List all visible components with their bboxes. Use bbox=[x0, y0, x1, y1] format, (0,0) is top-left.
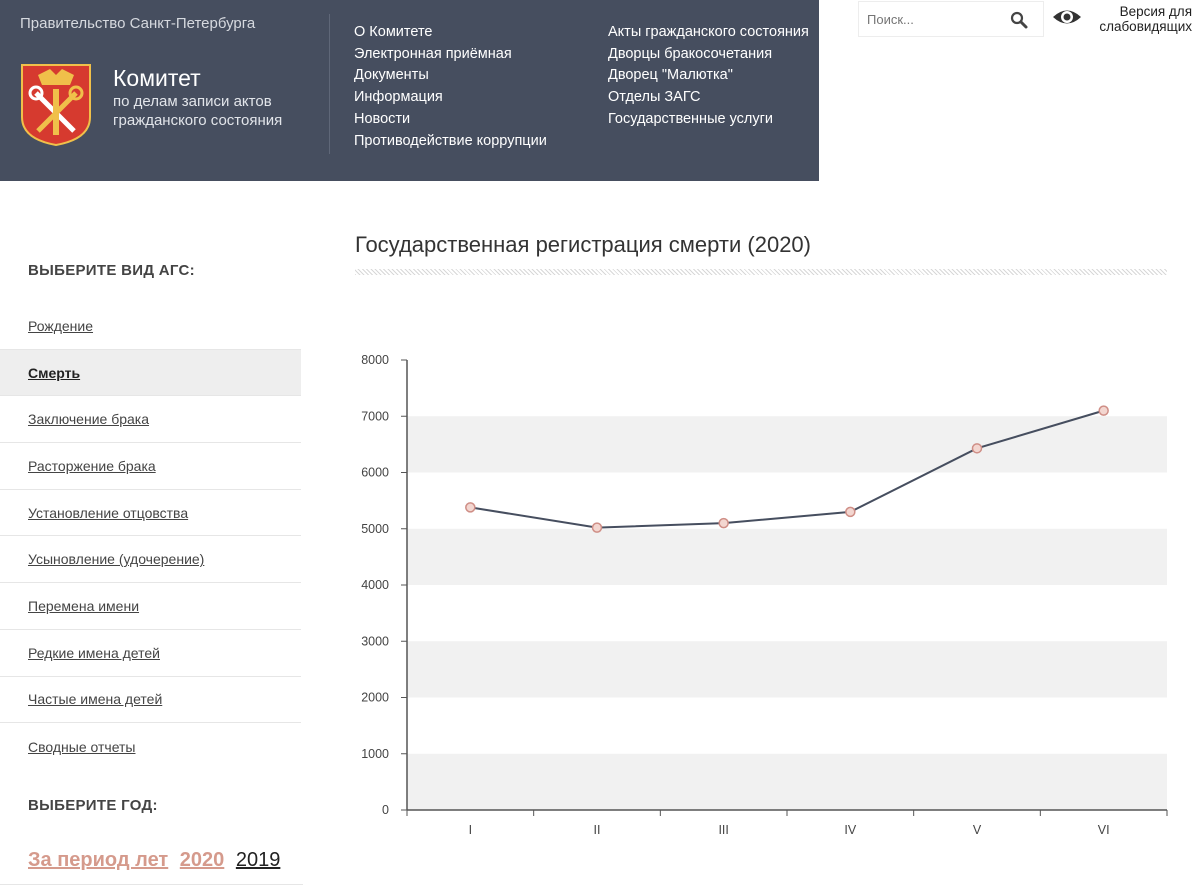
search-icon[interactable] bbox=[1009, 10, 1029, 30]
x-axis: I II III IV V VI bbox=[406, 809, 1168, 837]
main-nav-column-1: О Комитете Электронная приёмная Документ… bbox=[354, 22, 547, 152]
main-nav-column-2: Акты гражданского состояния Дворцы брако… bbox=[608, 22, 809, 131]
search-input[interactable] bbox=[859, 2, 999, 36]
sidebar-item-rare-names[interactable]: Редкие имена детей bbox=[0, 630, 301, 677]
x-tick-label: III bbox=[718, 823, 728, 837]
chart-band bbox=[407, 753, 1167, 810]
nav-item-zags-offices[interactable]: Отделы ЗАГС bbox=[608, 89, 701, 106]
sidebar-heading-year: ВЫБЕРИТЕ ГОД: bbox=[28, 797, 158, 814]
y-tick-label: 3000 bbox=[361, 634, 389, 648]
eye-icon[interactable] bbox=[1052, 6, 1082, 28]
data-point bbox=[845, 506, 856, 518]
x-tick-label: II bbox=[594, 823, 601, 837]
sidebar-bottom-divider bbox=[0, 884, 303, 885]
y-tick-label: 8000 bbox=[361, 353, 389, 367]
y-tick-label: 4000 bbox=[361, 578, 389, 592]
x-tick-label: V bbox=[973, 823, 982, 837]
data-point bbox=[465, 502, 476, 513]
y-tick-label: 7000 bbox=[361, 409, 389, 423]
nav-item-documents[interactable]: Документы bbox=[354, 67, 429, 84]
site-header: Правительство Санкт-Петербурга Комитет п… bbox=[0, 0, 819, 181]
sidebar-item-divorce[interactable]: Расторжение брака bbox=[0, 443, 301, 490]
data-point bbox=[718, 517, 729, 529]
nav-item-civil-acts[interactable]: Акты гражданского состояния bbox=[608, 24, 809, 40]
sidebar-item-frequent-names[interactable]: Частые имена детей bbox=[0, 677, 301, 724]
data-point bbox=[591, 522, 603, 533]
nav-item-state-services[interactable]: Государственные услуги bbox=[608, 110, 774, 127]
series-markers bbox=[465, 405, 1109, 533]
nav-item-about[interactable]: О Комитете bbox=[354, 24, 433, 40]
title-divider bbox=[355, 269, 1167, 275]
nav-item-information[interactable]: Информация bbox=[354, 89, 443, 106]
year-period-link[interactable]: За период лет bbox=[28, 849, 169, 871]
sidebar-heading-type: ВЫБЕРИТЕ ВИД АГС: bbox=[28, 262, 195, 279]
sidebar-item-summary-reports[interactable]: Сводные отчеты bbox=[28, 738, 136, 755]
series-line bbox=[470, 409, 1104, 529]
committee-subtitle: по делам записи актов гражданского состо… bbox=[113, 93, 283, 129]
coat-of-arms-icon[interactable] bbox=[20, 63, 92, 147]
x-tick-label: VI bbox=[1098, 823, 1110, 837]
search-box bbox=[858, 1, 1044, 37]
nav-item-news[interactable]: Новости bbox=[354, 110, 411, 127]
y-tick-label: 6000 bbox=[361, 466, 389, 480]
low-vision-link[interactable]: Версия для слабовидящих bbox=[1099, 4, 1192, 34]
nav-item-anticorruption[interactable]: Противодействие коррупции bbox=[354, 132, 547, 149]
x-tick-label: I bbox=[469, 823, 472, 837]
page-title: Государственная регистрация смерти (2020… bbox=[355, 232, 811, 257]
y-tick-label: 5000 bbox=[361, 522, 389, 536]
chart-band bbox=[407, 641, 1167, 698]
nav-item-malyutka-palace[interactable]: Дворец "Малютка" bbox=[608, 67, 733, 84]
data-point bbox=[971, 443, 983, 454]
committee-title[interactable]: Комитет bbox=[113, 65, 201, 91]
nav-item-reception[interactable]: Электронная приёмная bbox=[354, 45, 512, 62]
x-tick-label: IV bbox=[844, 823, 856, 837]
nav-item-wedding-palaces[interactable]: Дворцы бракосочетания bbox=[608, 45, 773, 62]
chart-bands bbox=[407, 416, 1167, 810]
government-link[interactable]: Правительство Санкт-Петербурга bbox=[20, 15, 256, 32]
year-2019-link[interactable]: 2019 bbox=[235, 849, 281, 871]
sidebar-item-adoption[interactable]: Усыновление (удочерение) bbox=[0, 536, 301, 584]
y-tick-label: 1000 bbox=[361, 747, 389, 761]
sidebar-item-paternity[interactable]: Установление отцовства bbox=[0, 490, 301, 537]
data-point bbox=[1098, 405, 1109, 416]
chart-band bbox=[407, 416, 1167, 473]
sidebar-item-name-change[interactable]: Перемена имени bbox=[0, 583, 301, 630]
year-selector: За период лет 2020 2019 bbox=[28, 849, 286, 872]
header-divider bbox=[329, 14, 330, 154]
y-tick-label: 0 bbox=[382, 803, 389, 817]
sidebar-item-death[interactable]: Смерть bbox=[0, 349, 301, 397]
y-tick-label: 2000 bbox=[361, 691, 389, 705]
sidebar-item-marriage[interactable]: Заключение брака bbox=[0, 396, 301, 444]
chart-band bbox=[407, 528, 1167, 585]
sidebar-list: Рождение Смерть Заключение брака Расторж… bbox=[0, 303, 301, 770]
year-2020-link[interactable]: 2020 bbox=[179, 849, 225, 871]
y-axis: 0 1000 2000 3000 4000 5000 6000 7000 8000 bbox=[361, 353, 408, 817]
sidebar-item-birth[interactable]: Рождение bbox=[0, 303, 301, 350]
